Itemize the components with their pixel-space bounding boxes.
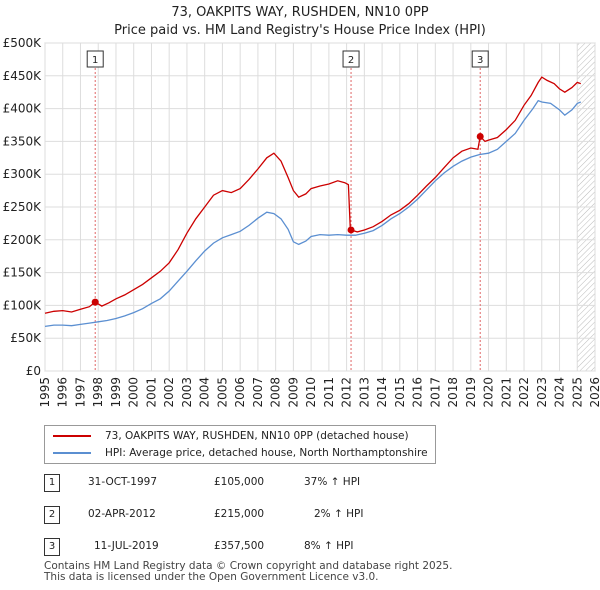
x-tick-label: 2013 <box>357 377 371 408</box>
x-tick-label: 2025 <box>570 377 584 408</box>
x-tick-label: 2021 <box>499 377 513 408</box>
x-tick-label: 2007 <box>251 377 265 408</box>
x-tick-label: 1995 <box>38 377 52 408</box>
chart-title: 73, OAKPITS WAY, RUSHDEN, NN10 0PP <box>171 5 428 20</box>
y-tick-label: £200K <box>3 233 43 247</box>
series-line <box>44 99 582 328</box>
y-tick-label: £250K <box>3 200 43 214</box>
y-tick-label: £450K <box>3 69 43 83</box>
legend-line-icon <box>53 452 91 454</box>
sale-number-box <box>342 50 360 68</box>
sale-point <box>91 298 99 306</box>
x-tick-label: 2004 <box>198 377 212 408</box>
y-tick-label: £0 <box>26 364 41 378</box>
sale-number-label: 2 <box>348 55 354 66</box>
x-tick-label: 2012 <box>340 377 354 408</box>
sale-number-badge: 2 <box>44 506 60 524</box>
sale-price: £215,000 <box>214 508 265 520</box>
x-tick-label: 2014 <box>375 377 389 408</box>
x-tick-label: 2024 <box>553 377 567 408</box>
sale-row: 3 11-JUL-2019 £357,500 8% ↑ HPI <box>44 538 404 556</box>
sale-number-badge: 3 <box>44 538 60 556</box>
x-tick-label: 2003 <box>180 377 194 408</box>
sale-date: 11-JUL-2019 <box>94 540 159 552</box>
x-tick-label: 1996 <box>56 377 70 408</box>
legend-label: HPI: Average price, detached house, Nort… <box>105 447 428 459</box>
sale-point <box>347 226 355 234</box>
x-tick-label: 2015 <box>393 377 407 408</box>
sale-number-box <box>86 50 104 68</box>
x-tick-label: 1999 <box>109 377 123 408</box>
y-tick-label: £400K <box>3 102 43 116</box>
x-tick-label: 2010 <box>304 377 318 408</box>
price-chart: 73, OAKPITS WAY, RUSHDEN, NN10 0PP Price… <box>3 5 600 408</box>
sale-number-label: 3 <box>477 55 483 66</box>
x-tick-label: 1998 <box>91 377 105 408</box>
legend-line-icon <box>53 435 91 437</box>
licence-text: This data is licensed under the Open Gov… <box>44 571 379 583</box>
x-tick-label: 2001 <box>144 377 158 408</box>
x-tick-label: 2002 <box>162 377 176 408</box>
sale-hpi-change: 8% ↑ HPI <box>304 540 354 552</box>
x-tick-label: 2008 <box>269 377 283 408</box>
x-tick-label: 2017 <box>428 377 442 408</box>
sale-date: 31-OCT-1997 <box>88 476 157 488</box>
x-tick-label: 2000 <box>127 377 141 408</box>
y-tick-label: £350K <box>3 134 43 148</box>
sale-price: £105,000 <box>214 476 265 488</box>
y-tick-label: £500K <box>3 36 43 50</box>
x-tick-label: 2009 <box>286 377 300 408</box>
sale-hpi-change: 37% ↑ HPI <box>304 476 361 488</box>
sale-number-box <box>471 50 489 68</box>
sale-row: 2 02-APR-2012 £215,000 2% ↑ HPI <box>44 506 404 524</box>
legend-label: 73, OAKPITS WAY, RUSHDEN, NN10 0PP (deta… <box>105 430 409 442</box>
sale-date: 02-APR-2012 <box>88 508 156 520</box>
x-tick-label: 2023 <box>535 377 549 408</box>
y-tick-label: £100K <box>3 298 43 312</box>
sale-point <box>476 132 484 140</box>
legend-item-hpi: HPI: Average price, detached house, Nort… <box>53 445 428 461</box>
x-tick-label: 2005 <box>215 377 229 408</box>
footer: Contains HM Land Registry data © Crown c… <box>44 561 452 583</box>
x-tick-label: 2022 <box>517 377 531 408</box>
sale-price: £357,500 <box>214 540 265 552</box>
copyright-text: Contains HM Land Registry data © Crown c… <box>44 560 453 572</box>
y-tick-label: £150K <box>3 266 43 280</box>
x-tick-label: 2019 <box>464 377 478 408</box>
x-tick-label: 2018 <box>446 377 460 408</box>
x-tick-label: 1997 <box>73 377 87 408</box>
x-tick-label: 2026 <box>588 377 600 408</box>
x-tick-label: 2011 <box>322 377 336 408</box>
x-tick-label: 2016 <box>411 377 425 408</box>
y-tick-label: £300K <box>3 167 43 181</box>
chart-subtitle: Price paid vs. HM Land Registry's House … <box>114 23 486 38</box>
legend: 73, OAKPITS WAY, RUSHDEN, NN10 0PP (deta… <box>44 425 436 464</box>
y-tick-label: £50K <box>10 331 42 345</box>
series-line <box>44 76 582 314</box>
legend-item-property: 73, OAKPITS WAY, RUSHDEN, NN10 0PP (deta… <box>53 428 423 444</box>
sale-number-badge: 1 <box>44 474 60 492</box>
x-tick-label: 2020 <box>482 377 496 408</box>
sale-number-label: 1 <box>92 55 98 66</box>
sale-hpi-change: 2% ↑ HPI <box>314 508 364 520</box>
sale-row: 1 31-OCT-1997 £105,000 37% ↑ HPI <box>44 474 404 492</box>
x-tick-label: 2006 <box>233 377 247 408</box>
